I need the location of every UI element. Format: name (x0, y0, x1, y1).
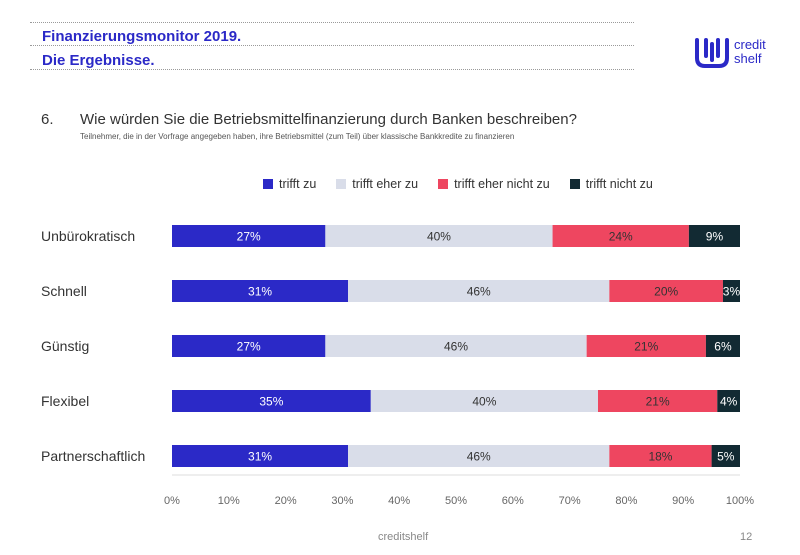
bar-segment (172, 445, 349, 467)
bar-segment (688, 225, 740, 247)
legend-item-trifft-nicht-zu: trifft nicht zu (569, 177, 653, 191)
bar-segment (348, 445, 610, 467)
data-label: 21% (634, 340, 658, 354)
logo-wordmark: credit shelf (734, 38, 766, 66)
data-label: 6% (714, 340, 732, 354)
x-tick-label: 80% (615, 495, 637, 507)
header-divider-middle (30, 45, 634, 46)
header-divider-top (30, 22, 634, 23)
category-label: Flexibel (41, 393, 89, 409)
x-tick-label: 0% (164, 495, 180, 507)
legend-item-trifft-zu: trifft zu (263, 177, 316, 191)
bar-segment (598, 390, 718, 412)
category-label: Partnerschaftlich (41, 448, 145, 464)
x-tick-label: 40% (388, 495, 410, 507)
bar-segment (348, 280, 610, 302)
bar-segment (609, 280, 723, 302)
bar-segment (586, 335, 706, 357)
data-label: 31% (248, 450, 272, 464)
data-label: 46% (467, 450, 491, 464)
question-subtext: Teilnehmer, die in der Vorfrage angegebe… (80, 132, 515, 141)
data-label: 40% (472, 395, 496, 409)
legend-item-trifft-eher-zu: trifft eher zu (336, 177, 418, 191)
data-label: 27% (237, 340, 261, 354)
category-label: Günstig (41, 338, 89, 354)
legend-label: trifft nicht zu (585, 177, 653, 191)
bar-segment (325, 225, 553, 247)
legend-swatch (263, 179, 273, 189)
legend-swatch (569, 179, 580, 189)
bar-segment (711, 445, 740, 467)
bar-segment (172, 280, 349, 302)
footer-brand: creditshelf (378, 531, 429, 543)
legend-label: trifft zu (279, 177, 317, 191)
data-label: 3% (723, 285, 741, 299)
data-label: 31% (248, 285, 272, 299)
data-label: 40% (427, 230, 451, 244)
bar-segment (705, 335, 740, 357)
x-tick-label: 10% (218, 495, 240, 507)
data-label: 21% (646, 395, 670, 409)
creditshelf-logo: credit shelf (694, 36, 774, 72)
x-tick-label: 90% (672, 495, 694, 507)
page-number: 12 (740, 531, 753, 543)
bar-segment (172, 390, 371, 412)
question-text: Wie würden Sie die Betriebsmittelfinanzi… (80, 111, 577, 128)
bar-segment (722, 280, 740, 302)
x-tick-label: 30% (331, 495, 353, 507)
data-label: 24% (609, 230, 633, 244)
data-label: 4% (720, 395, 738, 409)
creditshelf-logo-icon (695, 38, 729, 68)
data-label: 46% (444, 340, 468, 354)
logo-text-line1: credit (734, 37, 766, 52)
bar-segment (609, 445, 712, 467)
x-tick-label: 20% (275, 495, 297, 507)
data-label: 20% (654, 285, 678, 299)
bar-segment (172, 335, 326, 357)
logo-text-line2: shelf (734, 51, 762, 66)
x-tick-label: 60% (502, 495, 524, 507)
data-label: 18% (648, 450, 672, 464)
legend-label: trifft eher zu (352, 177, 419, 191)
chart-legend: trifft zu trifft eher zu trifft eher nic… (263, 177, 653, 191)
question-number: 6. (41, 111, 54, 128)
data-label: 27% (237, 230, 261, 244)
data-label: 9% (706, 230, 724, 244)
x-tick-label: 100% (726, 495, 754, 507)
bar-segment (552, 225, 689, 247)
legend-swatch (438, 179, 449, 189)
category-label: Unbürokratisch (41, 228, 135, 244)
bar-segment (370, 390, 598, 412)
bar-segment (172, 225, 326, 247)
x-tick-label: 70% (559, 495, 581, 507)
legend-swatch (336, 179, 347, 189)
data-label: 35% (259, 395, 283, 409)
bar-segment (717, 390, 740, 412)
category-label: Schnell (41, 283, 87, 299)
legend-item-trifft-eher-nicht-zu: trifft eher nicht zu (438, 177, 550, 191)
legend-label: trifft eher nicht zu (454, 177, 550, 191)
data-label: 5% (717, 450, 735, 464)
data-label: 46% (467, 285, 491, 299)
header-divider-bottom (30, 69, 634, 70)
x-tick-label: 50% (445, 495, 467, 507)
page-title: Finanzierungsmonitor 2019. (42, 28, 242, 45)
bar-segment (325, 335, 587, 357)
page-subtitle: Die Ergebnisse. (42, 52, 155, 69)
